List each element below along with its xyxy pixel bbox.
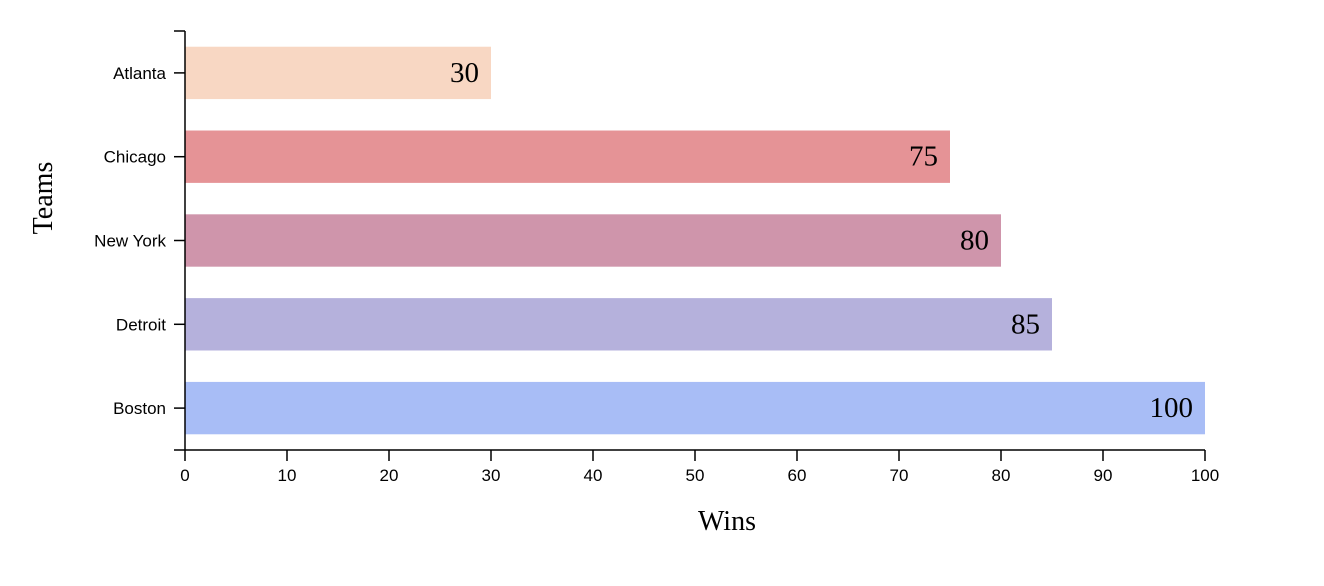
y-tick-label-boston: Boston <box>113 399 166 418</box>
y-tick-label-detroit: Detroit <box>116 315 166 334</box>
x-tick-label-30: 30 <box>482 466 501 485</box>
bar-new-york <box>185 214 1001 267</box>
x-tick-label-50: 50 <box>686 466 705 485</box>
bar-value-label-boston: 100 <box>1150 392 1194 424</box>
x-tick-label-10: 10 <box>278 466 297 485</box>
x-axis-ticks: 0 10 20 30 40 50 60 70 80 90 100 <box>180 450 1219 485</box>
y-tick-label-new-york: New York <box>94 232 166 251</box>
x-tick-label-40: 40 <box>584 466 603 485</box>
bar-chicago <box>185 130 950 183</box>
x-axis-title: Wins <box>698 506 756 537</box>
bar-atlanta <box>185 46 491 100</box>
y-axis-title: Teams <box>28 162 59 235</box>
y-axis-ticks: Atlanta Chicago New York Detroit Boston <box>94 64 185 418</box>
bar-value-label-atlanta: 30 <box>450 57 479 89</box>
x-tick-label-0: 0 <box>180 466 189 485</box>
y-tick-label-atlanta: Atlanta <box>113 64 166 83</box>
bar-labels-group: 30 75 80 85 100 <box>450 57 1193 424</box>
bar-value-label-chicago: 75 <box>909 141 938 173</box>
x-tick-label-60: 60 <box>788 466 807 485</box>
x-tick-label-70: 70 <box>890 466 909 485</box>
bar-value-label-detroit: 85 <box>1011 308 1040 340</box>
y-tick-label-chicago: Chicago <box>104 148 166 167</box>
x-tick-label-80: 80 <box>992 466 1011 485</box>
bar-detroit <box>185 298 1052 351</box>
bars-group <box>185 46 1205 435</box>
x-tick-label-100: 100 <box>1191 466 1219 485</box>
bar-boston <box>185 381 1205 435</box>
x-tick-label-90: 90 <box>1094 466 1113 485</box>
x-tick-label-20: 20 <box>380 466 399 485</box>
bar-value-label-new-york: 80 <box>960 225 989 257</box>
